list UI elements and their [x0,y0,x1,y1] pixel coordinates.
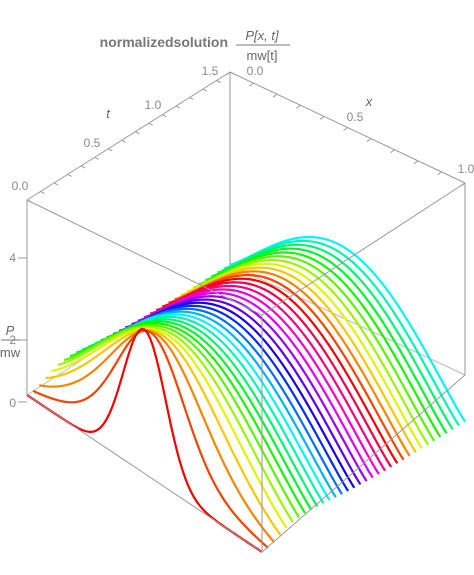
series-curve [205,251,442,438]
t-tick-mark [80,165,86,169]
x-tick-mark [390,149,395,154]
x-tick-mark [249,82,254,87]
x-tick-0: 0.0 [247,64,264,78]
bounding-box-front [26,182,466,553]
x-tick-mark [225,71,231,76]
chart-title: normalizedsolution P[x, t] mw[t] [100,28,290,63]
t-tick-mark [189,97,194,101]
t-tick-mark [40,191,45,194]
x-tick-mark [272,93,278,98]
x-axis-label: x [365,94,373,109]
z-axis-label-denominator: mw [0,345,21,360]
series-curve [211,247,448,434]
t-axis: 0.0 0.5 1.0 1.5 t [12,64,219,193]
x-tick-mark [366,138,372,143]
series-curve [57,325,294,523]
x-tick-mark [343,127,348,131]
t-tick-mark [162,114,167,118]
t-tick-mark [94,156,99,160]
x-tick-mark [437,171,442,176]
t-tick-mark [202,88,208,92]
t-tick-marks [26,71,235,203]
t-tick-mark [26,199,32,203]
x-axis: 0.0 0.5 1.0 x [247,64,474,176]
t-axis-label: t [106,106,111,121]
x-tick-marks [225,71,466,187]
z-tick-4: 4 [9,251,16,265]
title-prefix: normalizedsolution [100,34,228,50]
t-tick-mark [216,80,221,83]
t-tick-mark [53,182,59,186]
t-tick-mark [107,148,113,152]
t-tick-0: 0.0 [12,179,29,193]
series-curve [223,239,460,427]
title-denominator: mw[t] [246,48,277,63]
x-tick-2: 1.0 [458,162,474,176]
series-curve [45,328,282,536]
x-tick-mark [319,116,325,120]
t-tick-mark [67,173,72,177]
series-curve [39,329,276,543]
series-curve [75,320,313,511]
z-axis-label-numerator: P [6,323,15,338]
t-tick-3: 1.5 [202,64,219,78]
series-curve [32,329,269,549]
x-tick-mark [460,182,466,187]
series-curve [51,327,288,529]
z-tick-0: 0 [9,396,16,410]
t-tick-mark [135,131,140,135]
title-numerator: P[x, t] [245,28,279,43]
t-tick-mark [229,71,235,75]
t-tick-mark [175,105,181,109]
x-tick-mark [413,160,419,165]
series-curve [63,324,300,518]
series-curve [229,235,466,423]
x-tick-1: 0.5 [347,110,364,124]
t-tick-1: 0.5 [84,136,101,150]
t-tick-2: 1.0 [145,98,162,112]
series-curve [198,255,436,442]
series-curve [217,243,454,430]
z-axis: 4 2 0 P mw [0,251,27,410]
series-curves [26,235,466,553]
t-tick-mark [148,122,154,126]
t-tick-mark [121,139,126,143]
x-tick-mark [296,104,301,109]
